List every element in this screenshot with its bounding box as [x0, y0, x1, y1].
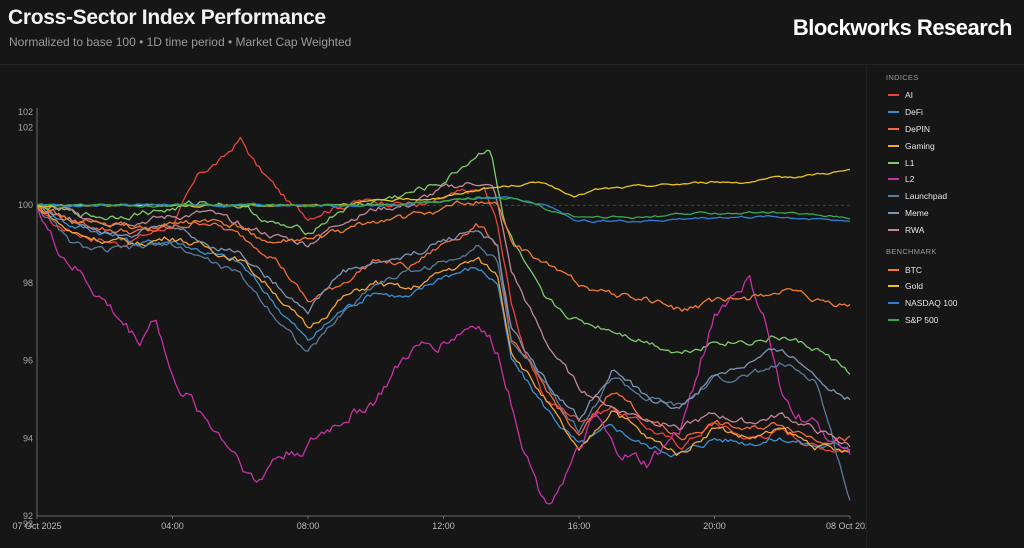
- legend-label: RWA: [905, 224, 925, 235]
- x-tick-label: 08 Oct 2025: [826, 521, 866, 531]
- legend-label: Gold: [905, 281, 923, 292]
- legend-heading-benchmark: BENCHMARK: [886, 247, 937, 257]
- series-line-l1: [37, 149, 851, 375]
- legend-indices-list: AI DeFi DePIN Gaming L1 L2 Launchpad Meme RWA: [879, 87, 1019, 238]
- legend-label: S&P 500: [905, 314, 939, 325]
- legend-swatch: [888, 318, 899, 321]
- series-line-gold: [37, 168, 851, 208]
- legend-divider: [866, 64, 867, 548]
- legend-item-launchpad[interactable]: Launchpad: [879, 188, 1019, 205]
- series-line-gaming: [37, 204, 851, 456]
- y-tick-label: 98: [23, 278, 33, 288]
- legend-label: AI: [905, 90, 914, 101]
- brand-logo-text: Blockworks Research: [792, 15, 1013, 40]
- series-line-launchpad: [37, 204, 851, 501]
- series-line-btc: [37, 200, 851, 312]
- legend-swatch: [888, 211, 899, 214]
- legend-swatch: [888, 111, 899, 114]
- chart-title: Cross-Sector Index Performance: [8, 6, 326, 29]
- legend: INDICES AI DeFi DePIN Gaming L1 L2 Launchpad Me…: [879, 70, 1019, 328]
- legend-item-ai[interactable]: AI: [879, 87, 1019, 104]
- chart-series-lines: [37, 136, 851, 505]
- y-tick-label: 102: [18, 107, 33, 117]
- legend-swatch: [888, 144, 899, 147]
- legend-item-nasdaq-100[interactable]: NASDAQ 100: [879, 295, 1019, 312]
- legend-item-depin[interactable]: DePIN: [879, 121, 1019, 138]
- legend-label: DePIN: [905, 123, 931, 134]
- legend-swatch: [888, 268, 899, 271]
- legend-swatch: [888, 302, 899, 305]
- y-tick-label: 92: [23, 511, 33, 521]
- y-tick-label: 94: [23, 433, 33, 443]
- x-tick-label: 20:00: [703, 521, 726, 531]
- x-tick-label: 08:00: [297, 521, 320, 531]
- legend-label: DeFi: [905, 107, 923, 118]
- x-tick-label: 04:00: [161, 521, 184, 531]
- series-line-meme: [37, 204, 851, 421]
- legend-swatch: [888, 178, 899, 181]
- legend-swatch: [888, 94, 899, 97]
- legend-swatch: [888, 161, 899, 164]
- series-line-s-p-500: [37, 196, 851, 220]
- legend-item-gaming[interactable]: Gaming: [879, 137, 1019, 154]
- legend-item-rwa[interactable]: RWA: [879, 221, 1019, 238]
- series-line-defi: [37, 204, 851, 458]
- legend-heading-indices: INDICES: [886, 73, 919, 82]
- x-tick-label: 07 Oct 2025: [12, 521, 61, 531]
- y-tick-label: 96: [23, 356, 33, 366]
- legend-swatch: [888, 285, 899, 288]
- legend-swatch: [888, 195, 899, 198]
- legend-item-btc[interactable]: BTC: [879, 261, 1019, 278]
- legend-label: Meme: [905, 207, 929, 218]
- legend-label: Gaming: [905, 140, 935, 151]
- chart-subtitle: Normalized to base 100 • 1D time period …: [9, 35, 352, 49]
- legend-item-gold[interactable]: Gold: [879, 278, 1019, 295]
- legend-benchmark-list: BTC Gold NASDAQ 100 S&P 500: [879, 261, 1019, 328]
- legend-swatch: [888, 228, 899, 231]
- legend-label: NASDAQ 100: [905, 298, 958, 309]
- legend-item-l2[interactable]: L2: [879, 171, 1019, 188]
- y-tick-label: 100: [18, 200, 33, 210]
- x-tick-label: 16:00: [568, 521, 591, 531]
- series-line-depin: [37, 204, 851, 445]
- legend-label: L2: [905, 174, 915, 185]
- legend-item-meme[interactable]: Meme: [879, 205, 1019, 222]
- legend-label: BTC: [905, 264, 922, 275]
- series-line-ai: [37, 136, 851, 453]
- series-line-l2: [37, 205, 851, 505]
- legend-swatch: [888, 127, 899, 130]
- legend-item-defi[interactable]: DeFi: [879, 104, 1019, 121]
- legend-label: Launchpad: [905, 191, 948, 202]
- legend-label: L1: [905, 157, 915, 168]
- legend-item-s-p-500[interactable]: S&P 500: [879, 312, 1019, 329]
- legend-item-l1[interactable]: L1: [879, 154, 1019, 171]
- y-tick-label: 102: [18, 123, 33, 133]
- series-line-rwa: [37, 181, 851, 448]
- x-tick-label: 12:00: [432, 521, 455, 531]
- header-divider: [0, 64, 1024, 65]
- y-tick-label: 92: [23, 519, 33, 529]
